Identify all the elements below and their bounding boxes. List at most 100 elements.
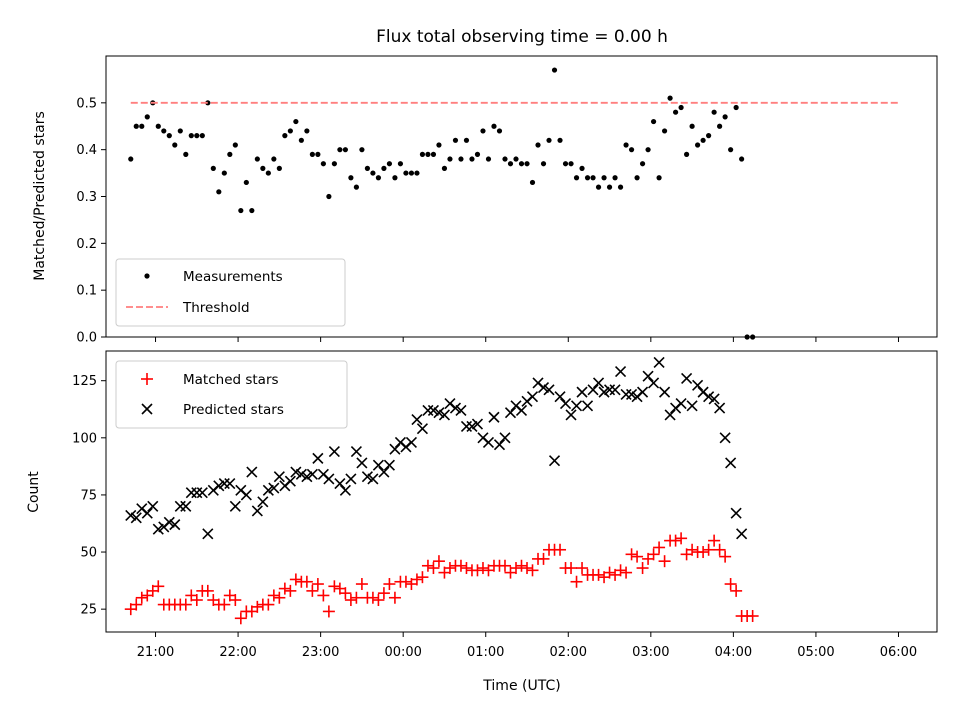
matched-point xyxy=(179,598,192,611)
top-y-tick-label: 0.4 xyxy=(76,143,97,158)
matched-point xyxy=(625,548,638,561)
measurement-point xyxy=(161,128,167,134)
matched-point xyxy=(399,575,412,588)
legend-threshold-label: Threshold xyxy=(182,300,250,316)
top-series-0 xyxy=(128,67,756,340)
predicted-point xyxy=(196,487,208,499)
matched-point xyxy=(719,550,732,563)
measurement-point xyxy=(172,142,178,148)
measurement-point xyxy=(689,123,695,129)
predicted-point xyxy=(471,418,484,430)
measurement-point xyxy=(166,133,172,139)
predicted-point xyxy=(224,477,236,490)
measurement-point xyxy=(298,137,304,143)
measurement-point xyxy=(403,170,409,176)
measurement-point xyxy=(496,128,503,134)
top-y-tick-label: 0.3 xyxy=(76,190,97,205)
matched-point xyxy=(284,584,297,597)
measurement-point xyxy=(568,161,574,167)
predicted-point xyxy=(565,409,577,421)
measurement-point xyxy=(331,161,337,167)
matched-point xyxy=(460,562,473,575)
predicted-point xyxy=(559,397,572,410)
measurement-point xyxy=(590,175,596,181)
matched-point xyxy=(251,600,264,613)
predicted-point xyxy=(339,484,351,496)
predicted-point xyxy=(499,432,511,444)
measurement-point xyxy=(254,156,260,162)
measurement-point xyxy=(628,147,635,153)
measurement-point xyxy=(210,165,216,171)
matched-point xyxy=(515,559,528,572)
measurement-point xyxy=(337,147,343,153)
predicted-point xyxy=(416,423,429,435)
matched-point xyxy=(427,562,440,575)
measurement-point xyxy=(507,161,514,167)
measurement-point xyxy=(551,67,558,73)
measurement-point xyxy=(276,165,282,171)
predicted-point xyxy=(570,400,583,412)
bottom-y-tick-label: 100 xyxy=(72,431,97,446)
matched-point xyxy=(675,532,688,545)
matched-point xyxy=(201,584,214,597)
measurement-point xyxy=(348,175,354,181)
top-chart-title: Flux total observing time = 0.00 h xyxy=(376,27,668,47)
matched-point xyxy=(273,591,286,604)
measurement-point xyxy=(447,156,453,162)
predicted-point xyxy=(609,384,621,396)
predicted-point xyxy=(614,365,627,378)
measurement-point xyxy=(315,151,321,157)
matched-point xyxy=(708,534,721,547)
predicted-point xyxy=(147,500,159,512)
bottom-y-tick-label: 50 xyxy=(80,546,97,561)
matched-point xyxy=(521,562,534,575)
measurement-point xyxy=(452,137,459,143)
measurement-point xyxy=(722,114,728,120)
matched-point xyxy=(262,598,275,611)
matched-point xyxy=(603,566,616,579)
predicted-point xyxy=(714,402,726,414)
matched-point xyxy=(339,587,352,600)
measurement-point xyxy=(375,175,382,181)
measurement-point xyxy=(513,156,519,162)
x-tick-label: 06:00 xyxy=(880,645,917,660)
top-legend: Measurements Threshold xyxy=(115,258,346,327)
matched-point xyxy=(388,591,401,604)
predicted-point xyxy=(185,487,197,499)
matched-point xyxy=(565,562,578,575)
measurement-point xyxy=(480,128,486,134)
predicted-point xyxy=(169,519,181,531)
predicted-point xyxy=(736,528,748,540)
predicted-point xyxy=(246,466,258,478)
predicted-point xyxy=(719,432,731,444)
matched-point xyxy=(746,610,759,623)
matched-point xyxy=(130,598,143,611)
top-legend-frame xyxy=(115,258,346,327)
predicted-point xyxy=(455,404,467,416)
matched-point xyxy=(669,534,682,547)
measurement-point xyxy=(502,156,508,162)
measurement-point xyxy=(706,133,712,139)
predicted-point xyxy=(229,500,241,512)
measurement-point xyxy=(282,133,288,139)
predicted-point xyxy=(257,496,269,508)
matched-point xyxy=(724,578,737,591)
measurement-point xyxy=(546,137,552,143)
predicted-point xyxy=(141,507,153,519)
measurement-point xyxy=(579,165,585,171)
legend-predicted-marker xyxy=(141,403,153,415)
measurement-point xyxy=(623,142,629,148)
measurement-point xyxy=(381,165,387,171)
measurement-point xyxy=(656,175,662,181)
measurement-point xyxy=(557,137,563,143)
top-y-axis-label: Matched/Predicted stars xyxy=(32,111,48,281)
matched-point xyxy=(234,612,247,625)
measurement-point xyxy=(408,170,415,176)
top-panel: 0.0 0.1 0.2 0.3 0.4 0.5 xyxy=(76,55,938,346)
predicted-point xyxy=(323,473,335,485)
measurement-point xyxy=(133,123,139,129)
bottom-series-1 xyxy=(125,356,748,540)
measurement-point xyxy=(221,170,227,176)
predicted-point xyxy=(653,356,665,368)
